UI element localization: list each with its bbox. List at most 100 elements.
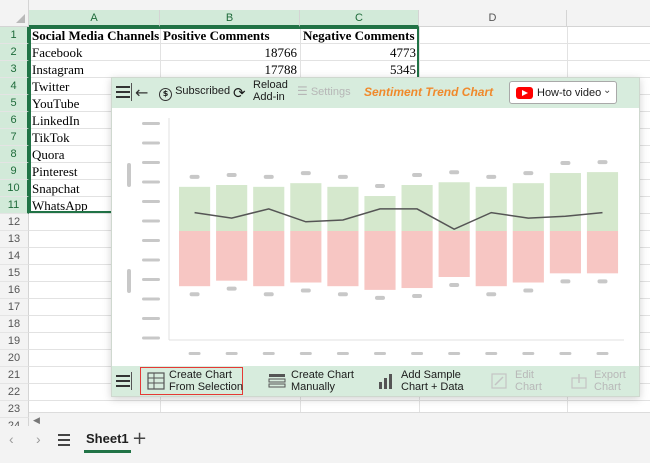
export-chart-label-1[interactable]: Export — [594, 369, 626, 381]
back-arrow-icon[interactable]: ← — [135, 83, 149, 102]
sentiment-chart-addin-panel: ← $ Subscribed ⟳ Reload Add-in ☰ Setting… — [111, 77, 640, 397]
cell-positive[interactable]: 18766 — [264, 45, 298, 60]
negative-bar — [475, 231, 507, 287]
positive-label-placeholder — [374, 184, 385, 189]
negative-label-placeholder — [523, 288, 534, 293]
positive-bar — [179, 186, 211, 231]
row-header-6[interactable]: 6 — [0, 112, 29, 129]
y-axis-tick-placeholder — [142, 180, 160, 184]
cell-channel[interactable]: Quora — [32, 147, 65, 162]
row-divider — [29, 43, 650, 44]
column-header-c[interactable]: C — [300, 10, 419, 27]
row-header-1[interactable]: 1 — [0, 27, 29, 44]
scroll-left-icon[interactable]: ◀ — [33, 415, 40, 425]
row-header-16[interactable]: 16 — [0, 282, 29, 299]
row-header-3[interactable]: 3 — [0, 61, 29, 78]
subscribed-button[interactable]: $ Subscribed — [159, 85, 230, 101]
add-sheet-button[interactable]: + — [132, 428, 148, 449]
row-header-23[interactable]: 23 — [0, 401, 29, 418]
manual-table-icon — [268, 374, 286, 388]
create-manual-label-2[interactable]: Manually — [291, 381, 336, 393]
cell-channel[interactable]: WhatsApp — [32, 198, 88, 213]
create-selection-label-1: Create Chart — [169, 369, 232, 381]
cell-channel[interactable]: Facebook — [32, 45, 83, 60]
row-header-10[interactable]: 10 — [0, 180, 29, 197]
row-header-14[interactable]: 14 — [0, 248, 29, 265]
horizontal-scrollbar[interactable] — [29, 412, 650, 426]
create-selection-label-2: From Selection — [169, 381, 243, 393]
row-header-9[interactable]: 9 — [0, 163, 29, 180]
cell-channel[interactable]: Pinterest — [32, 164, 78, 179]
howto-video-dropdown[interactable]: How-to video ⌄ — [509, 81, 617, 104]
header-cell-channel[interactable]: Social Media Channels — [32, 28, 160, 43]
header-cell-positive[interactable]: Positive Comments — [163, 28, 270, 43]
header-cell-negative[interactable]: Negative Comments — [303, 28, 415, 43]
cell-channel[interactable]: Instagram — [32, 62, 84, 77]
row-header-7[interactable]: 7 — [0, 129, 29, 146]
cell-channel[interactable]: LinkedIn — [32, 113, 80, 128]
export-chart-icon — [571, 374, 587, 389]
column-header-b[interactable]: B — [160, 10, 300, 27]
row-header-22[interactable]: 22 — [0, 384, 29, 401]
edit-chart-label-1[interactable]: Edit — [515, 369, 534, 381]
cell-negative[interactable]: 4773 — [390, 45, 416, 60]
settings-button[interactable]: ☰ Settings — [297, 84, 351, 98]
column-header-d[interactable]: D — [419, 10, 567, 27]
add-sample-label-2[interactable]: Chart + Data — [401, 381, 464, 393]
column-header-e[interactable] — [567, 10, 650, 27]
row-header-2[interactable]: 2 — [0, 44, 29, 61]
create-chart-from-selection-button[interactable] — [140, 367, 243, 395]
y-axis-tick-placeholder — [142, 219, 160, 223]
next-sheet-icon[interactable]: › — [36, 431, 41, 447]
row-header-18[interactable]: 18 — [0, 316, 29, 333]
bottom-menu-icon[interactable] — [116, 375, 130, 390]
row-header-5[interactable]: 5 — [0, 95, 29, 112]
positive-label-placeholder — [189, 174, 200, 179]
cell-channel[interactable]: Twitter — [32, 79, 70, 94]
row-header-4[interactable]: 4 — [0, 78, 29, 95]
sample-data-icon — [379, 374, 392, 389]
subscribed-label: Subscribed — [175, 85, 231, 97]
positive-label-placeholder — [597, 160, 608, 165]
select-all-corner[interactable] — [0, 0, 29, 27]
howto-video-label: How-to video — [537, 87, 602, 99]
row-header-20[interactable]: 20 — [0, 350, 29, 367]
row-header-12[interactable]: 12 — [0, 214, 29, 231]
x-tick-placeholder — [485, 352, 498, 355]
cell-channel[interactable]: TikTok — [32, 130, 70, 145]
cell-positive[interactable]: 17788 — [264, 62, 298, 77]
add-sample-label-1[interactable]: Add Sample — [401, 369, 461, 381]
reload-label-line1: Reload — [253, 79, 288, 91]
negative-bar — [512, 231, 544, 283]
cell-negative[interactable]: 5345 — [390, 62, 416, 77]
negative-label-placeholder — [597, 279, 608, 284]
prev-sheet-icon[interactable]: ‹ — [9, 431, 14, 447]
positive-label-placeholder — [523, 171, 534, 176]
reload-icon[interactable]: ⟳ — [233, 85, 246, 102]
export-chart-label-2[interactable]: Chart — [594, 381, 621, 393]
create-manual-label-1[interactable]: Create Chart — [291, 369, 354, 381]
row-divider — [29, 400, 650, 401]
row-header-19[interactable]: 19 — [0, 333, 29, 350]
y-axis-tick-placeholder — [142, 161, 160, 164]
edit-chart-label-2[interactable]: Chart — [515, 381, 542, 393]
column-header-a[interactable]: A — [29, 10, 160, 27]
all-sheets-icon[interactable] — [58, 434, 70, 449]
cell-channel[interactable]: YouTube — [32, 96, 80, 111]
negative-label-placeholder — [560, 279, 571, 284]
negative-label-placeholder — [226, 286, 237, 291]
cell-channel[interactable]: Snapchat — [32, 181, 80, 196]
row-header-21[interactable]: 21 — [0, 367, 29, 384]
y-axis-label-placeholder — [127, 269, 131, 293]
positive-label-placeholder — [337, 174, 348, 179]
row-header-8[interactable]: 8 — [0, 146, 29, 163]
sheet-tab-sheet1[interactable]: Sheet1 — [84, 429, 131, 453]
negative-label-placeholder — [412, 294, 423, 299]
negative-label-placeholder — [189, 292, 200, 297]
row-header-13[interactable]: 13 — [0, 231, 29, 248]
row-header-11[interactable]: 11 — [0, 197, 29, 214]
row-header-17[interactable]: 17 — [0, 299, 29, 316]
row-header-15[interactable]: 15 — [0, 265, 29, 282]
menu-icon[interactable] — [116, 86, 130, 101]
reload-addin-button[interactable]: Reload Add-in — [253, 79, 288, 103]
